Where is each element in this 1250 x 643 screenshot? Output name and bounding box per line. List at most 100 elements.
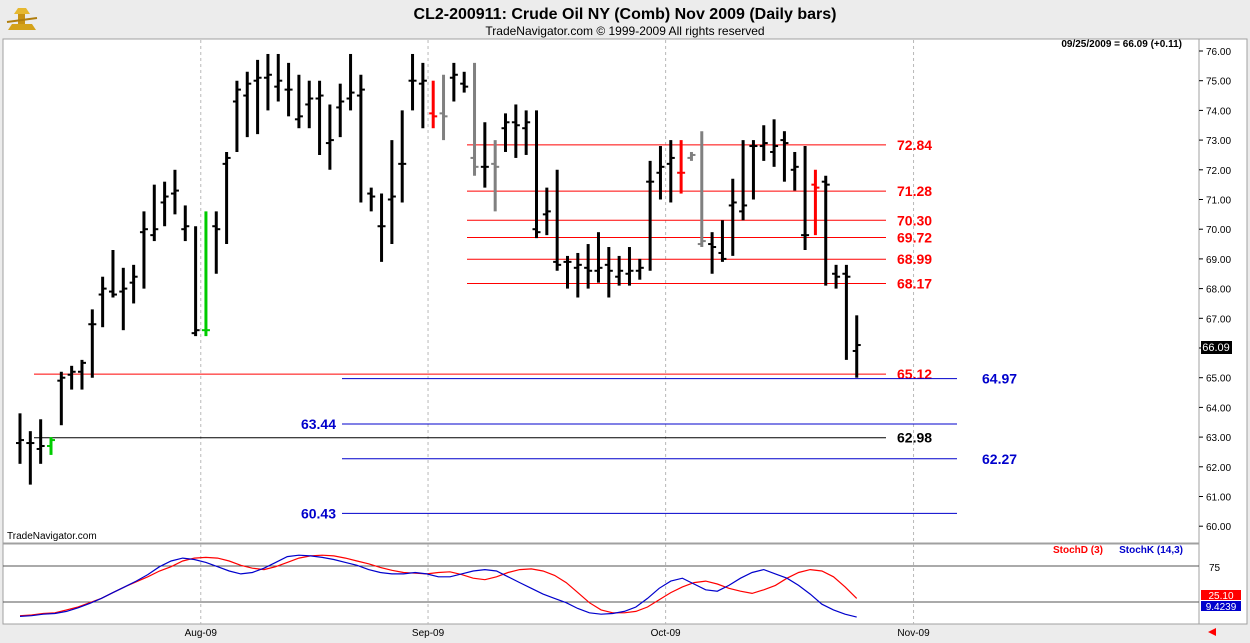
last-price-tag: [1201, 341, 1232, 354]
stoch-level-label: 75: [1209, 563, 1221, 574]
price-tick-label: 76.00: [1206, 47, 1231, 58]
level-label: 62.27: [982, 451, 1017, 467]
chart-title: CL2-200911: Crude Oil NY (Comb) Nov 2009…: [414, 6, 837, 23]
ohlc-bar: [852, 315, 861, 378]
ohlc-bar: [449, 62, 458, 102]
price-tick-label: 61.00: [1206, 493, 1231, 504]
price-tick-label: 75.00: [1206, 77, 1231, 88]
ohlc-bar: [584, 244, 593, 289]
price-tick-label: 72.00: [1206, 166, 1231, 177]
ohlc-bar: [646, 160, 655, 271]
stoch-k-value: 9.4239: [1206, 602, 1237, 613]
stoch-k-legend: StochK (14,3): [1119, 545, 1183, 556]
date-axis: Aug-09 Sep-09 Oct-09 Nov-09: [185, 628, 930, 639]
price-bars: [16, 53, 861, 485]
price-tick-label: 67.00: [1206, 314, 1231, 325]
ohlc-bar: [232, 80, 241, 152]
level-label: 63.44: [301, 416, 336, 432]
last-price-value: 66.09: [1202, 342, 1230, 354]
price-axis: [1198, 38, 1248, 625]
ohlc-bar: [842, 264, 851, 360]
ohlc-bar: [542, 187, 551, 236]
date-tick-label: Nov-09: [897, 628, 930, 639]
watermark-text: TradeNavigator.com: [7, 531, 97, 542]
ohlc-bar: [346, 53, 355, 111]
ohlc-bar: [119, 267, 128, 331]
stoch-k-tag: [1201, 601, 1241, 611]
ohlc-bar: [594, 232, 603, 283]
ohlc-bar: [728, 178, 737, 256]
price-tick-label: 62.00: [1206, 463, 1231, 474]
ohlc-bar: [170, 169, 179, 215]
ohlc-bar: [253, 59, 262, 135]
price-panel: [2, 38, 1200, 544]
price-tick-label: 65.00: [1206, 374, 1231, 385]
ohlc-bar: [222, 151, 231, 245]
price-tick-label: 68.00: [1206, 285, 1231, 296]
ohlc-bar: [718, 220, 727, 262]
copyright-text: TradeNavigator.com © 1999-2009 All right…: [485, 24, 764, 38]
ohlc-bar: [625, 247, 634, 286]
ohlc-bar: [759, 125, 768, 161]
ohlc-bar: [336, 83, 345, 138]
level-label: 62.98: [897, 430, 932, 446]
ohlc-bar: [129, 264, 138, 304]
stoch-d-tag: [1201, 590, 1241, 600]
ohlc-bar: [604, 247, 613, 298]
ohlc-bar: [88, 309, 97, 378]
ohlc-bar: [26, 431, 35, 485]
ohlc-bar: [387, 140, 396, 245]
ohlc-bar: [284, 62, 293, 117]
level-label: 70.30: [897, 212, 932, 228]
ohlc-bar: [532, 110, 541, 239]
price-tick-label: 64.00: [1206, 403, 1231, 414]
ohlc-bar: [16, 413, 24, 464]
ohlc-bar: [356, 74, 365, 203]
level-label: 68.99: [897, 251, 932, 267]
grid-lines: [200, 40, 915, 624]
price-tick-label: 73.00: [1206, 136, 1231, 147]
ohlc-bar: [821, 175, 830, 286]
ohlc-bar: [36, 419, 45, 464]
ohlc-bar: [325, 104, 334, 170]
date-tick-label: Sep-09: [412, 628, 445, 639]
ohlc-bar: [243, 71, 252, 138]
ohlc-bar: [67, 365, 76, 390]
ohlc-bar: [749, 140, 758, 200]
stoch-k-line: [19, 554, 857, 618]
ohlc-bar: [491, 140, 500, 212]
ohlc-bar: [57, 371, 66, 426]
ohlc-bar: [522, 110, 531, 155]
date-tick-label: Aug-09: [185, 628, 218, 639]
ohlc-bar: [480, 122, 489, 188]
ohlc-bar: [150, 184, 159, 242]
level-label: 64.97: [982, 371, 1017, 387]
ohlc-bar: [398, 110, 407, 203]
price-tick-label: 71.00: [1206, 196, 1231, 207]
ohlc-bar: [501, 113, 510, 152]
ohlc-bar: [687, 151, 696, 161]
ohlc-bar: [160, 181, 169, 227]
ohlc-bar: [108, 249, 117, 298]
level-label: 68.17: [897, 276, 932, 292]
ohlc-bar: [563, 255, 572, 289]
ohlc-bar: [460, 71, 469, 93]
ohlc-bar: [212, 211, 221, 274]
ohlc-bar: [801, 146, 810, 250]
scroll-left-icon[interactable]: [1208, 628, 1216, 636]
ohlc-bar: [780, 131, 789, 182]
ohlc-bar: [573, 252, 582, 298]
ohlc-bar: [739, 140, 748, 221]
ohlc-bar: [98, 276, 107, 328]
ohlc-bar: [790, 151, 799, 191]
level-label: 69.72: [897, 230, 932, 246]
stoch-d-value: 25.10: [1208, 591, 1233, 602]
ohlc-bar: [511, 104, 520, 158]
stoch-d-legend: StochD (3): [1053, 545, 1103, 556]
price-tick-label: 70.00: [1206, 225, 1231, 236]
price-axis-ticks: 76.00 75.00 74.00 73.00 72.00 71.00 70.00 69.00…: [1199, 47, 1231, 533]
ohlc-bar: [181, 205, 190, 242]
status-readout: 09/25/2009 = 66.09 (+0.11): [1061, 39, 1182, 50]
ohlc-bar: [139, 211, 148, 289]
